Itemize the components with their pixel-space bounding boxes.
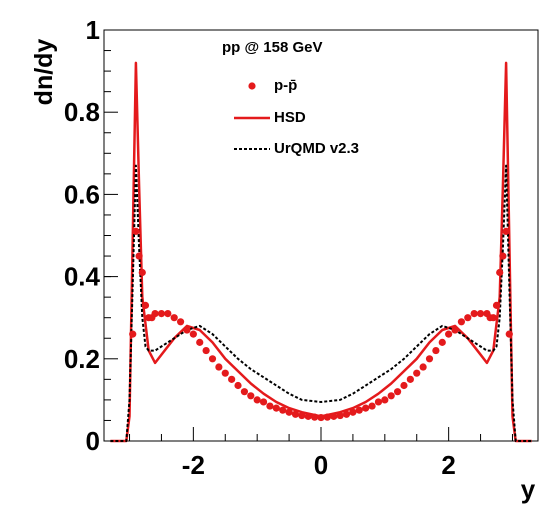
y-tick-label: 0.8 <box>64 97 100 127</box>
data-point-p-pbar <box>170 314 178 322</box>
legend-label-p-pbar: p-p̄ <box>274 77 297 94</box>
y-tick-label: 1 <box>86 15 100 45</box>
data-point-p-pbar <box>247 392 255 400</box>
data-point-p-pbar <box>151 309 159 318</box>
data-point-p-pbar <box>432 346 440 355</box>
data-point-p-pbar <box>368 402 376 410</box>
data-point-p-pbar <box>499 252 507 260</box>
data-point-p-pbar <box>141 301 150 309</box>
data-point-p-pbar <box>419 363 427 371</box>
data-point-p-pbar <box>221 369 229 377</box>
data-point-p-pbar <box>406 375 414 383</box>
data-point-p-pbar <box>259 398 268 406</box>
legend-label-urqmd: UrQMD v2.3 <box>274 140 359 157</box>
plot-frame <box>103 29 539 442</box>
data-point-p-pbar <box>240 388 249 396</box>
data-point-p-pbar <box>492 301 501 309</box>
data-point-p-pbar <box>476 309 485 318</box>
data-point-p-pbar <box>317 413 325 422</box>
y-tick-label: 0.4 <box>64 262 101 292</box>
data-point-p-pbar <box>362 404 370 412</box>
legend-label-hsd: HSD <box>274 109 306 126</box>
x-tick-label: 0 <box>314 450 328 480</box>
data-point-p-pbar <box>132 227 140 235</box>
data-point-p-pbar <box>157 309 166 318</box>
data-point-p-pbar <box>323 413 331 421</box>
data-point-p-pbar <box>413 369 421 377</box>
data-point-p-pbar <box>330 412 338 420</box>
data-point-p-pbar <box>374 398 383 406</box>
y-axis-title: dn/dy <box>30 39 58 106</box>
legend-marker-p-pbar <box>248 82 256 90</box>
data-point-p-pbar <box>189 330 197 338</box>
data-point-p-pbar <box>228 375 236 383</box>
data-point-p-pbar <box>183 326 191 334</box>
data-point-p-pbar <box>342 410 351 418</box>
data-point-p-pbar <box>272 404 280 412</box>
data-point-p-pbar <box>279 406 287 414</box>
data-point-p-pbar <box>470 309 478 318</box>
data-point-p-pbar <box>393 388 402 396</box>
data-point-p-pbar <box>349 408 357 416</box>
data-point-p-pbar <box>457 318 466 326</box>
data-point-p-pbar <box>464 314 472 322</box>
series-layer <box>110 61 532 443</box>
y-tick-label: 0 <box>86 426 100 456</box>
data-point-p-pbar <box>381 396 389 404</box>
data-point-p-pbar <box>311 413 319 421</box>
data-point-p-pbar <box>135 252 143 260</box>
data-point-p-pbar <box>304 412 312 420</box>
data-point-p-pbar <box>253 396 261 404</box>
data-point-p-pbar <box>208 355 217 363</box>
data-point-p-pbar <box>438 338 446 346</box>
data-point-p-pbar <box>215 363 223 371</box>
data-point-p-pbar <box>266 402 274 410</box>
data-point-p-pbar <box>129 330 137 338</box>
x-tick-label: -2 <box>182 450 205 480</box>
data-point-p-pbar <box>176 318 185 326</box>
series-line-hsd <box>110 61 532 443</box>
series-line-urqmd <box>110 164 532 442</box>
axis-ticks <box>104 29 513 442</box>
data-point-p-pbar <box>445 330 453 338</box>
data-point-p-pbar <box>502 227 510 235</box>
x-axis-title: y <box>521 474 536 504</box>
data-point-p-pbar <box>496 268 504 277</box>
x-tick-label: 2 <box>441 450 455 480</box>
legend-title: pp @ 158 GeV <box>222 39 323 56</box>
tick-labels: -2 0 2 0 0.2 0.4 0.6 0.8 1 <box>64 15 456 480</box>
data-point-p-pbar <box>355 406 363 414</box>
data-point-p-pbar <box>387 392 395 400</box>
data-point-p-pbar <box>291 410 300 418</box>
data-point-p-pbar <box>234 381 242 390</box>
y-tick-label: 0.2 <box>64 344 100 374</box>
data-point-p-pbar <box>164 309 172 318</box>
data-point-p-pbar <box>285 408 293 416</box>
y-tick-label: 0.6 <box>64 179 100 209</box>
data-point-p-pbar <box>400 381 408 390</box>
legend: pp @ 158 GeV p-p̄ HSD UrQMD v2.3 <box>222 39 359 157</box>
data-point-p-pbar <box>298 411 306 420</box>
data-point-p-pbar <box>196 338 204 346</box>
data-point-p-pbar <box>505 330 513 338</box>
data-point-p-pbar <box>489 314 497 322</box>
data-point-p-pbar <box>451 326 459 334</box>
data-point-p-pbar <box>202 346 210 355</box>
data-point-p-pbar <box>336 411 344 420</box>
data-point-p-pbar <box>425 355 434 363</box>
data-point-p-pbar <box>138 268 146 277</box>
